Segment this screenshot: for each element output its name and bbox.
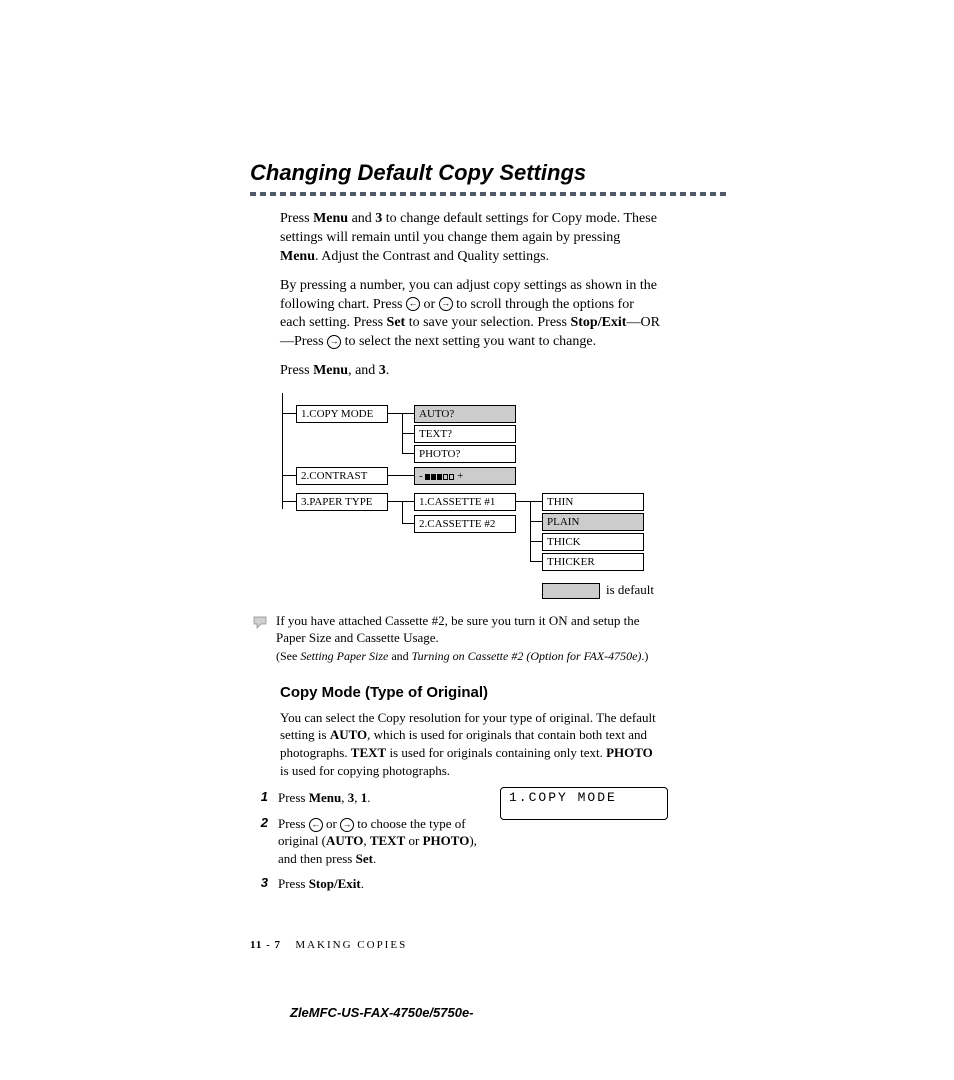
opt-auto: AUTO? [414, 405, 516, 423]
step-2: 2 Press ← or → to choose the type of ori… [254, 815, 824, 868]
text: . [367, 790, 370, 805]
text: Press [278, 790, 309, 805]
opt-contrast: - + [414, 467, 516, 485]
ref-italic: Turning on Cassette #2 (Option for FAX-4… [412, 649, 642, 663]
opt-text: TEXT? [414, 425, 516, 443]
bold-text: TEXT [351, 745, 386, 760]
step-text: Press ← or → to choose the type of origi… [278, 815, 478, 868]
step-number: 1 [254, 789, 268, 807]
lcd-display: 1.COPY MODE [500, 787, 668, 820]
left-arrow-icon: ← [406, 297, 420, 311]
text: or [323, 816, 340, 831]
text: to select the next setting you want to c… [341, 334, 596, 349]
ref-italic: Setting Paper Size [300, 649, 388, 663]
text: and [388, 649, 411, 663]
text: is used for copying photographs. [280, 763, 450, 778]
text: to save your selection. Press [405, 315, 570, 330]
level1-copy-mode: 1.COPY MODE [296, 405, 388, 423]
text: . [386, 363, 390, 378]
section-name: MAKING COPIES [295, 939, 407, 951]
bold-menu: Menu [313, 211, 348, 226]
note-block: If you have attached Cassette #2, be sur… [252, 613, 672, 647]
bold-auto: AUTO [330, 727, 367, 742]
note-reference: (See Setting Paper Size and Turning on C… [276, 649, 676, 664]
minus: - [419, 470, 423, 482]
sub-paragraph: You can select the Copy resolution for y… [280, 709, 660, 779]
bold: Set [356, 851, 373, 866]
text: (See [276, 649, 300, 663]
note-text: If you have attached Cassette #2, be sur… [276, 613, 672, 647]
text: or [405, 833, 422, 848]
step-text: Press Stop/Exit. [278, 875, 364, 893]
right-arrow-icon: → [327, 335, 341, 349]
legend-text: is default [606, 582, 654, 598]
text: .) [641, 649, 648, 663]
bold-set: Set [387, 315, 406, 330]
cassette-2: 2.CASSETTE #2 [414, 515, 516, 533]
paragraph-1: Press Menu and 3 to change default setti… [280, 210, 660, 267]
bold-3: 3 [379, 363, 386, 378]
level1-contrast: 2.CONTRAST [296, 467, 388, 485]
contrast-scale [425, 474, 454, 480]
paper-thin: THIN [542, 493, 644, 511]
legend-swatch [542, 583, 600, 599]
text: Press [280, 211, 313, 226]
opt-photo: PHOTO? [414, 445, 516, 463]
step-text: Press Menu, 3, 1. [278, 789, 370, 807]
text: or [420, 297, 439, 312]
text: Press [278, 876, 309, 891]
text: . [373, 851, 376, 866]
steps-list: 1.COPY MODE 1 Press Menu, 3, 1. 2 Press … [254, 789, 824, 893]
plus: + [457, 470, 463, 482]
menu-tree-diagram: 1.COPY MODE 2.CONTRAST 3.PAPER TYPE AUTO… [270, 393, 690, 603]
bold: PHOTO [423, 833, 470, 848]
main-heading: Changing Default Copy Settings [250, 160, 824, 186]
bold-photo: PHOTO [606, 745, 653, 760]
step-3: 3 Press Stop/Exit. [254, 875, 824, 893]
bold-menu: Menu [280, 249, 315, 264]
left-arrow-icon: ← [309, 818, 323, 832]
bold: TEXT [370, 833, 405, 848]
paragraph-3: Press Menu, and 3. [280, 362, 660, 381]
heading-underline [250, 192, 824, 196]
note-icon [252, 615, 268, 629]
text: Press [278, 816, 309, 831]
paper-thicker: THICKER [542, 553, 644, 571]
sub-heading: Copy Mode (Type of Original) [280, 684, 824, 701]
step-number: 2 [254, 815, 268, 868]
paragraph-2: By pressing a number, you can adjust cop… [280, 277, 660, 353]
bold: AUTO [326, 833, 363, 848]
text: . Adjust the Contrast and Quality settin… [315, 249, 549, 264]
bold-menu: Menu [313, 363, 348, 378]
bold-stop-exit: Stop/Exit [570, 315, 626, 330]
page-number: 11 - 7 [250, 939, 281, 951]
step-number: 3 [254, 875, 268, 893]
bold: Menu [309, 790, 342, 805]
bold: Stop/Exit [309, 876, 361, 891]
text: . [361, 876, 364, 891]
model-line: ZleMFC-US-FAX-4750e/5750e- [290, 1005, 824, 1020]
cassette-1: 1.CASSETTE #1 [414, 493, 516, 511]
level1-paper-type: 3.PAPER TYPE [296, 493, 388, 511]
right-arrow-icon: → [340, 818, 354, 832]
text: and [348, 211, 375, 226]
text: Press [294, 334, 327, 349]
right-arrow-icon: → [439, 297, 453, 311]
paper-thick: THICK [542, 533, 644, 551]
page-footer: 11 - 7 MAKING COPIES [250, 939, 824, 951]
paper-plain: PLAIN [542, 513, 644, 531]
text: , and [348, 363, 379, 378]
text: Press [280, 363, 313, 378]
text: is used for originals containing only te… [386, 745, 606, 760]
